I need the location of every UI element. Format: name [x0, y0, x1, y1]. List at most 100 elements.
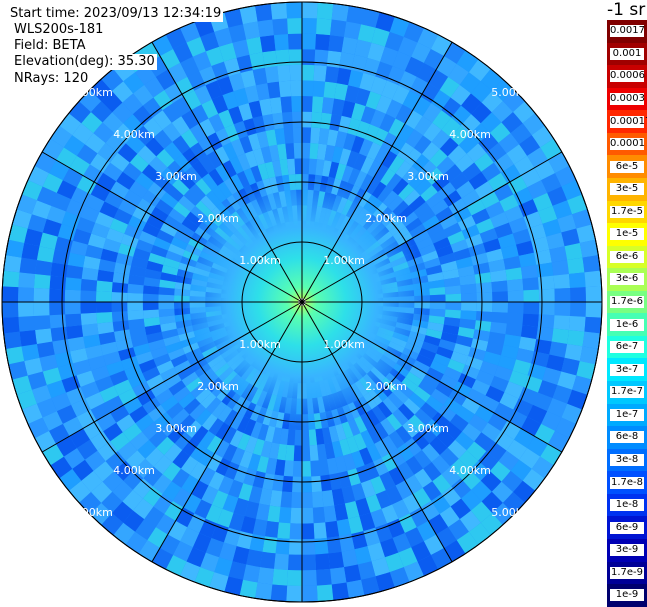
- field-cell: [72, 123, 94, 145]
- field-cell: [510, 459, 532, 481]
- field-cell: [150, 244, 168, 258]
- field-cell: [172, 487, 192, 508]
- field-cell: [439, 506, 460, 528]
- field-cell: [118, 243, 136, 257]
- field-cell: [132, 105, 153, 126]
- field-cell: [450, 458, 470, 479]
- field-cell: [147, 182, 167, 200]
- field-cell: [522, 468, 545, 491]
- field-cell: [195, 387, 212, 404]
- field-cell: [466, 143, 487, 163]
- field-cell: [461, 224, 480, 240]
- range-label: 2.00km: [365, 380, 407, 393]
- field-cell: [456, 531, 479, 554]
- field-cell: [18, 316, 36, 332]
- field-cell: [520, 264, 538, 279]
- field-cell: [90, 183, 111, 202]
- field-cell: [302, 523, 315, 540]
- field-cell: [167, 243, 186, 257]
- field-cell: [501, 111, 523, 134]
- colorbar-label: 6e-5: [610, 160, 644, 173]
- field-cell: [205, 397, 222, 414]
- field-cell: [371, 181, 387, 199]
- field-cell: [325, 520, 340, 538]
- field-cell: [447, 145, 467, 165]
- field-cell: [42, 367, 62, 385]
- field-cell: [42, 219, 62, 237]
- field-cell: [49, 275, 67, 290]
- field-cell: [356, 465, 371, 484]
- field-cell: [500, 164, 521, 184]
- field-cell: [418, 243, 437, 257]
- field-cell: [334, 83, 349, 101]
- field-cell: [519, 448, 541, 469]
- field-cell: [143, 317, 161, 327]
- field-cell: [302, 492, 313, 508]
- field-cell: [97, 441, 118, 462]
- field-cell: [448, 63, 469, 85]
- field-cell: [67, 336, 86, 352]
- field-cell: [361, 576, 380, 596]
- field-cell: [302, 570, 317, 586]
- field-cell: [422, 103, 442, 123]
- field-cell: [166, 402, 184, 419]
- field-cell: [252, 438, 265, 456]
- field-cell: [199, 155, 216, 174]
- field-cell: [167, 347, 186, 361]
- field-cell: [170, 354, 188, 368]
- field-cell: [96, 280, 113, 293]
- field-cell: [153, 89, 173, 111]
- field-cell: [33, 287, 50, 302]
- field-cell: [444, 285, 461, 295]
- field-cell: [243, 468, 257, 486]
- field-cell: [360, 106, 376, 125]
- field-cell: [98, 331, 116, 345]
- field-cell: [422, 373, 440, 389]
- field-cell: [172, 135, 191, 155]
- field-cell: [190, 382, 207, 399]
- azimuth-spokes: [2, 2, 602, 602]
- field-cell: [408, 172, 426, 190]
- field-cell: [328, 161, 340, 179]
- field-cell: [195, 178, 212, 196]
- field-cell: [99, 201, 119, 219]
- field-cell: [392, 499, 410, 519]
- field-cell: [331, 582, 349, 600]
- field-cell: [439, 214, 458, 230]
- field-cell: [279, 428, 289, 445]
- field-cell: [457, 373, 476, 389]
- field-cell: [250, 421, 263, 439]
- field-cell: [436, 244, 454, 258]
- field-cell: [423, 462, 442, 482]
- field-cell: [24, 228, 43, 247]
- field-cell: [273, 33, 289, 51]
- field-cell: [516, 348, 535, 364]
- field-cell: [6, 239, 25, 258]
- field-cell: [270, 2, 288, 20]
- field-cell: [46, 205, 66, 224]
- field-cell: [272, 18, 288, 36]
- field-cell: [80, 290, 97, 302]
- field-cell: [318, 128, 330, 145]
- field-cell: [31, 384, 52, 404]
- field-cell: [324, 442, 336, 460]
- field-cell: [236, 416, 250, 434]
- field-cell: [153, 237, 171, 251]
- range-label: 5.00km: [71, 506, 113, 519]
- field-cell: [377, 185, 393, 203]
- field-cell: [66, 264, 84, 279]
- field-cell: [101, 90, 123, 113]
- field-cell: [282, 475, 293, 493]
- field-cell: [173, 541, 193, 562]
- field-cell: [96, 291, 112, 302]
- field-cell: [494, 365, 513, 382]
- field-cell: [555, 417, 576, 439]
- field-cell: [354, 546, 372, 565]
- field-cell: [412, 96, 432, 117]
- field-cell: [371, 405, 387, 423]
- field-cell: [478, 451, 499, 472]
- field-cell: [164, 141, 183, 161]
- field-cell: [453, 343, 471, 357]
- field-cell: [262, 113, 275, 132]
- field-cell: [444, 309, 461, 319]
